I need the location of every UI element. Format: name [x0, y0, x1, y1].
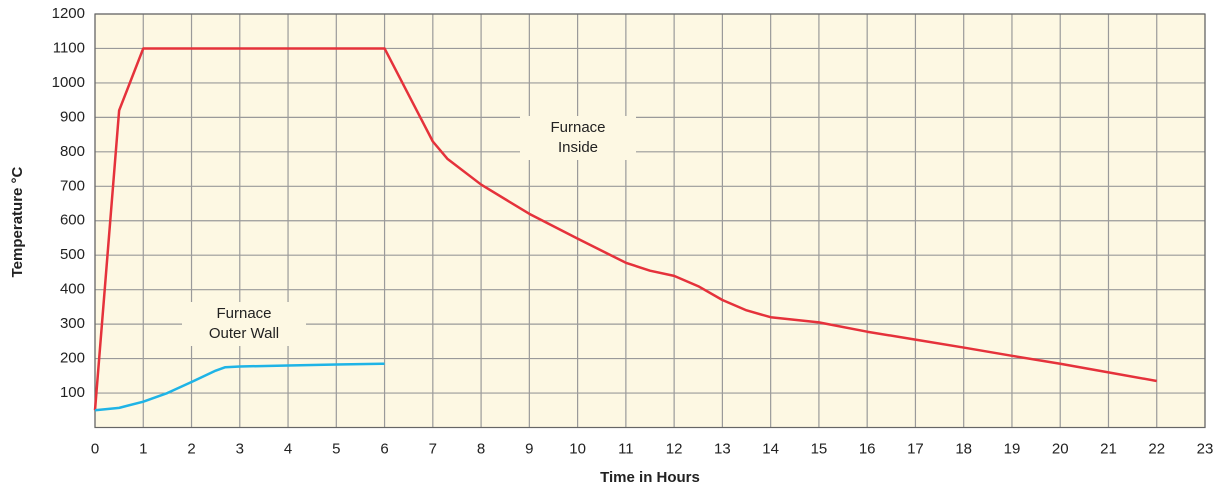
x-tick-label: 1 [139, 440, 147, 457]
x-tick-label: 12 [666, 440, 683, 457]
y-tick-label: 400 [60, 281, 85, 298]
plot-frame [94, 13, 1206, 429]
x-tick-label: 2 [187, 440, 195, 457]
x-tick-label: 10 [569, 440, 586, 457]
x-tick-label: 9 [525, 440, 533, 457]
series-line [94, 362, 385, 412]
x-tick-label: 6 [380, 440, 388, 457]
x-axis-title: Time in Hours [600, 469, 700, 486]
y-tick-label: 500 [60, 246, 85, 263]
annotation-label: Outer Wall [209, 325, 279, 342]
x-tick-label: 0 [91, 440, 99, 457]
x-tick-label: 19 [1004, 440, 1021, 457]
y-tick-label: 100 [60, 384, 85, 401]
x-tick-label: 13 [714, 440, 731, 457]
y-tick-label: 900 [60, 108, 85, 125]
annotation-box [520, 116, 636, 160]
y-tick-label: 800 [60, 143, 85, 160]
y-tick-label: 1000 [52, 74, 85, 91]
x-tick-label: 16 [859, 440, 876, 457]
x-tick-label: 22 [1148, 440, 1165, 457]
x-tick-label: 23 [1197, 440, 1214, 457]
y-tick-label: 700 [60, 177, 85, 194]
x-tick-label: 20 [1052, 440, 1069, 457]
x-tick-label: 15 [811, 440, 828, 457]
x-tick-label: 14 [762, 440, 779, 457]
x-tick-label: 11 [618, 440, 634, 457]
annotation-label: Furnace [550, 119, 605, 136]
x-tick-label: 7 [429, 440, 437, 457]
annotation-box [182, 302, 306, 346]
y-tick-label: 1100 [53, 39, 85, 56]
annotation-label: Inside [558, 139, 598, 156]
x-tick-label: 8 [477, 440, 485, 457]
x-tick-label: 4 [284, 440, 292, 457]
x-tick-label: 5 [332, 440, 340, 457]
x-tick-label: 21 [1100, 440, 1117, 457]
x-tick-label: 17 [907, 440, 924, 457]
y-tick-label: 1200 [52, 5, 85, 22]
y-tick-label: 300 [60, 315, 85, 332]
annotation-label: Furnace [216, 305, 271, 322]
y-tick-label: 200 [60, 350, 85, 367]
y-axis-title: Temperature °C [9, 166, 26, 277]
x-tick-label: 18 [955, 440, 972, 457]
series-line [93, 47, 1157, 411]
y-tick-label: 600 [60, 212, 85, 229]
x-tick-label: 3 [236, 440, 244, 457]
